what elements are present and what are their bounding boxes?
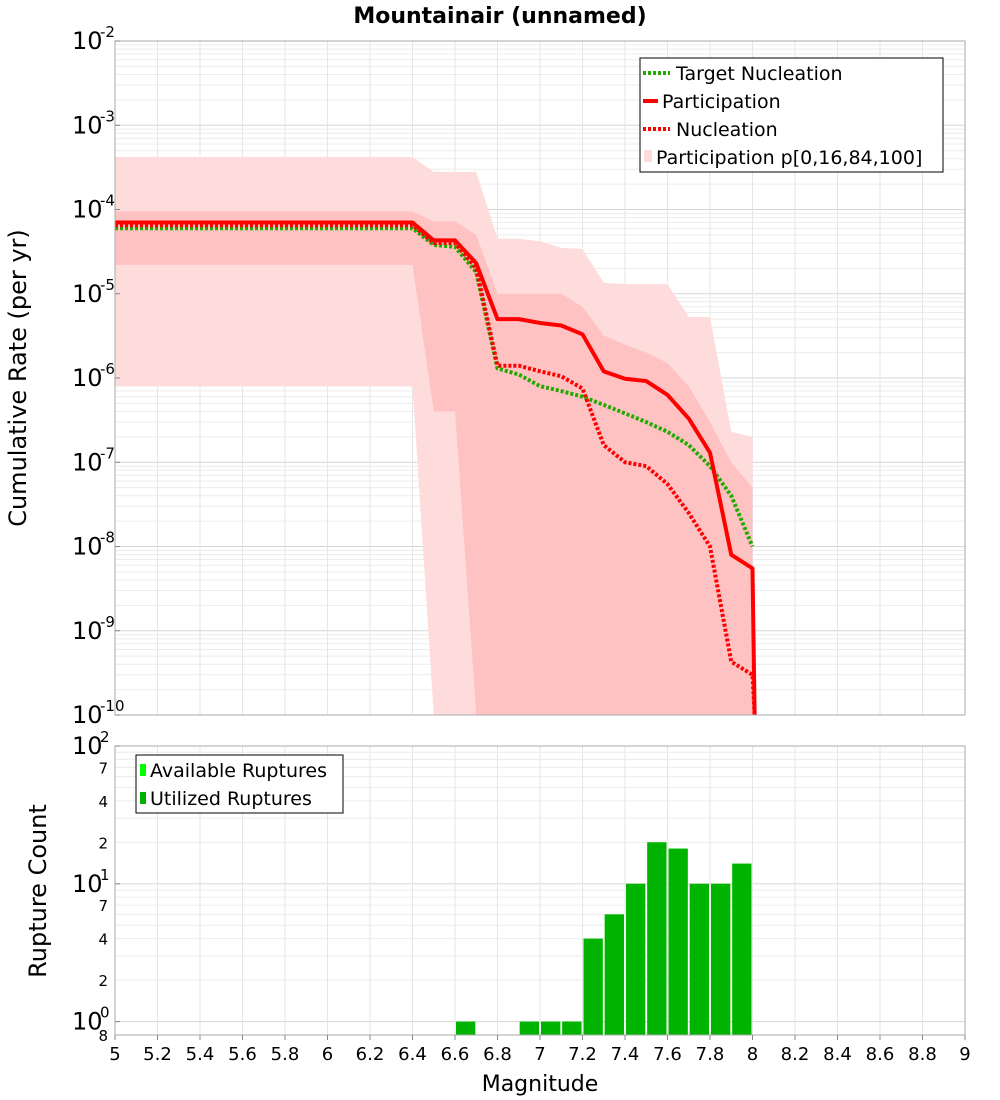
legend-label-participation: Participation: [662, 91, 781, 113]
legend-swatch-utilized-ruptures: [140, 792, 146, 804]
legend-label-participation-band: Participation p[0,16,84,100]: [656, 147, 922, 169]
bar-utilized-ruptures: [668, 848, 688, 1035]
x-tick-label: 6.8: [483, 1044, 512, 1065]
legend-label-nucleation: Nucleation: [676, 119, 778, 141]
x-tick-label: 7.2: [568, 1044, 597, 1065]
y-tick-exponent: -9: [100, 613, 115, 631]
y-tick-exponent: 2: [100, 728, 110, 746]
x-tick-label: 5.2: [143, 1044, 172, 1065]
chart-title: Mountainair (unnamed): [353, 4, 646, 29]
y-tick-base: 10: [72, 533, 103, 561]
bar-utilized-ruptures: [689, 883, 709, 1035]
y-minor-tick-label: 7: [98, 897, 108, 915]
x-tick-label: 8: [747, 1044, 758, 1065]
bar-utilized-ruptures: [626, 883, 646, 1035]
magnitude-x-ticks: 5 5.2 5.4 5.6 5.8 6 6.2 6.4 6.6 6.8 7 7.2 7.4 7.6 7.8 8…: [109, 1035, 971, 1065]
y-tick-exponent: -4: [100, 192, 115, 210]
series-line-target-nucleation: [115, 226, 755, 548]
x-tick-label: 5.4: [186, 1044, 215, 1065]
x-tick-label: 7: [534, 1044, 545, 1065]
legend-swatch-available-ruptures: [140, 764, 146, 776]
y-tick-base: 10: [72, 870, 103, 898]
x-tick-label: 9: [959, 1044, 970, 1065]
rupture-legend-box: [135, 754, 344, 814]
y-minor-tick-label: 2: [98, 972, 108, 990]
series-line-nucleation: [115, 223, 757, 716]
x-tick-label: 6.4: [398, 1044, 427, 1065]
rate-y-axis-label: Cumulative Rate (per yr): [4, 229, 32, 527]
y-minor-tick-label: 8: [98, 1027, 108, 1045]
y-minor-tick-label: 2: [98, 834, 108, 852]
x-tick-label: 7.4: [611, 1044, 640, 1065]
y-minor-tick-label: 4: [98, 793, 108, 811]
bar-utilized-ruptures: [583, 938, 603, 1035]
x-tick-label: 6.2: [356, 1044, 385, 1065]
bar-utilized-ruptures: [456, 1021, 476, 1035]
rupture-legend: Available Ruptures Utilized Ruptures: [135, 754, 344, 814]
bar-utilized-ruptures: [541, 1021, 561, 1035]
magnitude-x-axis-label: Magnitude: [482, 1072, 599, 1097]
y-tick-exponent: -6: [100, 360, 115, 378]
participation-bands: [115, 156, 753, 716]
y-tick-exponent: -3: [100, 107, 115, 125]
y-tick-exponent: -2: [100, 23, 115, 41]
x-tick-label: 5.6: [228, 1044, 257, 1065]
y-tick-exponent: -7: [100, 444, 115, 462]
y-tick-base: 10: [72, 732, 103, 760]
bar-utilized-ruptures: [604, 914, 624, 1035]
legend-label-available-ruptures: Available Ruptures: [150, 760, 327, 782]
x-tick-label: 8.2: [781, 1044, 810, 1065]
x-tick-label: 8.8: [908, 1044, 937, 1065]
x-tick-label: 5.8: [271, 1044, 300, 1065]
rupture-y-axis-label: Rupture Count: [24, 804, 52, 978]
y-tick-base: 10: [72, 111, 103, 139]
y-tick-base: 10: [72, 196, 103, 224]
y-tick-base: 10: [72, 364, 103, 392]
y-tick-base: 10: [72, 448, 103, 476]
legend-label-target-nucleation: Target Nucleation: [675, 63, 843, 85]
band-inner: [115, 211, 753, 716]
y-minor-tick-label: 7: [98, 759, 108, 777]
bar-utilized-ruptures: [647, 842, 667, 1035]
x-tick-label: 8.4: [823, 1044, 852, 1065]
x-tick-label: 5: [109, 1044, 120, 1065]
y-tick-exponent: -10: [100, 697, 125, 715]
legend-swatch-participation-band: [644, 150, 652, 162]
y-tick-base: 10: [72, 280, 103, 308]
y-tick-exponent: 1: [100, 866, 110, 884]
y-tick-base: 10: [72, 701, 103, 729]
bar-utilized-ruptures: [732, 863, 752, 1035]
x-tick-label: 6: [322, 1044, 333, 1065]
y-tick-exponent: -8: [100, 529, 115, 547]
y-tick-base: 10: [72, 27, 103, 55]
y-minor-tick-label: 4: [98, 931, 108, 949]
x-tick-label: 6.6: [441, 1044, 470, 1065]
x-tick-label: 7.8: [696, 1044, 725, 1065]
x-tick-label: 7.6: [653, 1044, 682, 1065]
y-tick-base: 10: [72, 1008, 103, 1036]
bar-utilized-ruptures: [519, 1021, 539, 1035]
rate-legend-box: [639, 57, 944, 173]
rate-legend: Target Nucleation Participation Nucleati…: [639, 57, 944, 173]
series-line-participation: [115, 220, 757, 716]
bar-utilized-ruptures: [562, 1021, 582, 1035]
legend-label-utilized-ruptures: Utilized Ruptures: [150, 788, 312, 810]
y-tick-exponent: 0: [100, 1004, 110, 1022]
rate-lines: [115, 220, 757, 716]
x-tick-label: 8.6: [866, 1044, 895, 1065]
y-tick-exponent: -5: [100, 276, 115, 294]
y-tick-base: 10: [72, 617, 103, 645]
rupture-bars: [456, 842, 752, 1035]
bar-utilized-ruptures: [711, 883, 731, 1035]
